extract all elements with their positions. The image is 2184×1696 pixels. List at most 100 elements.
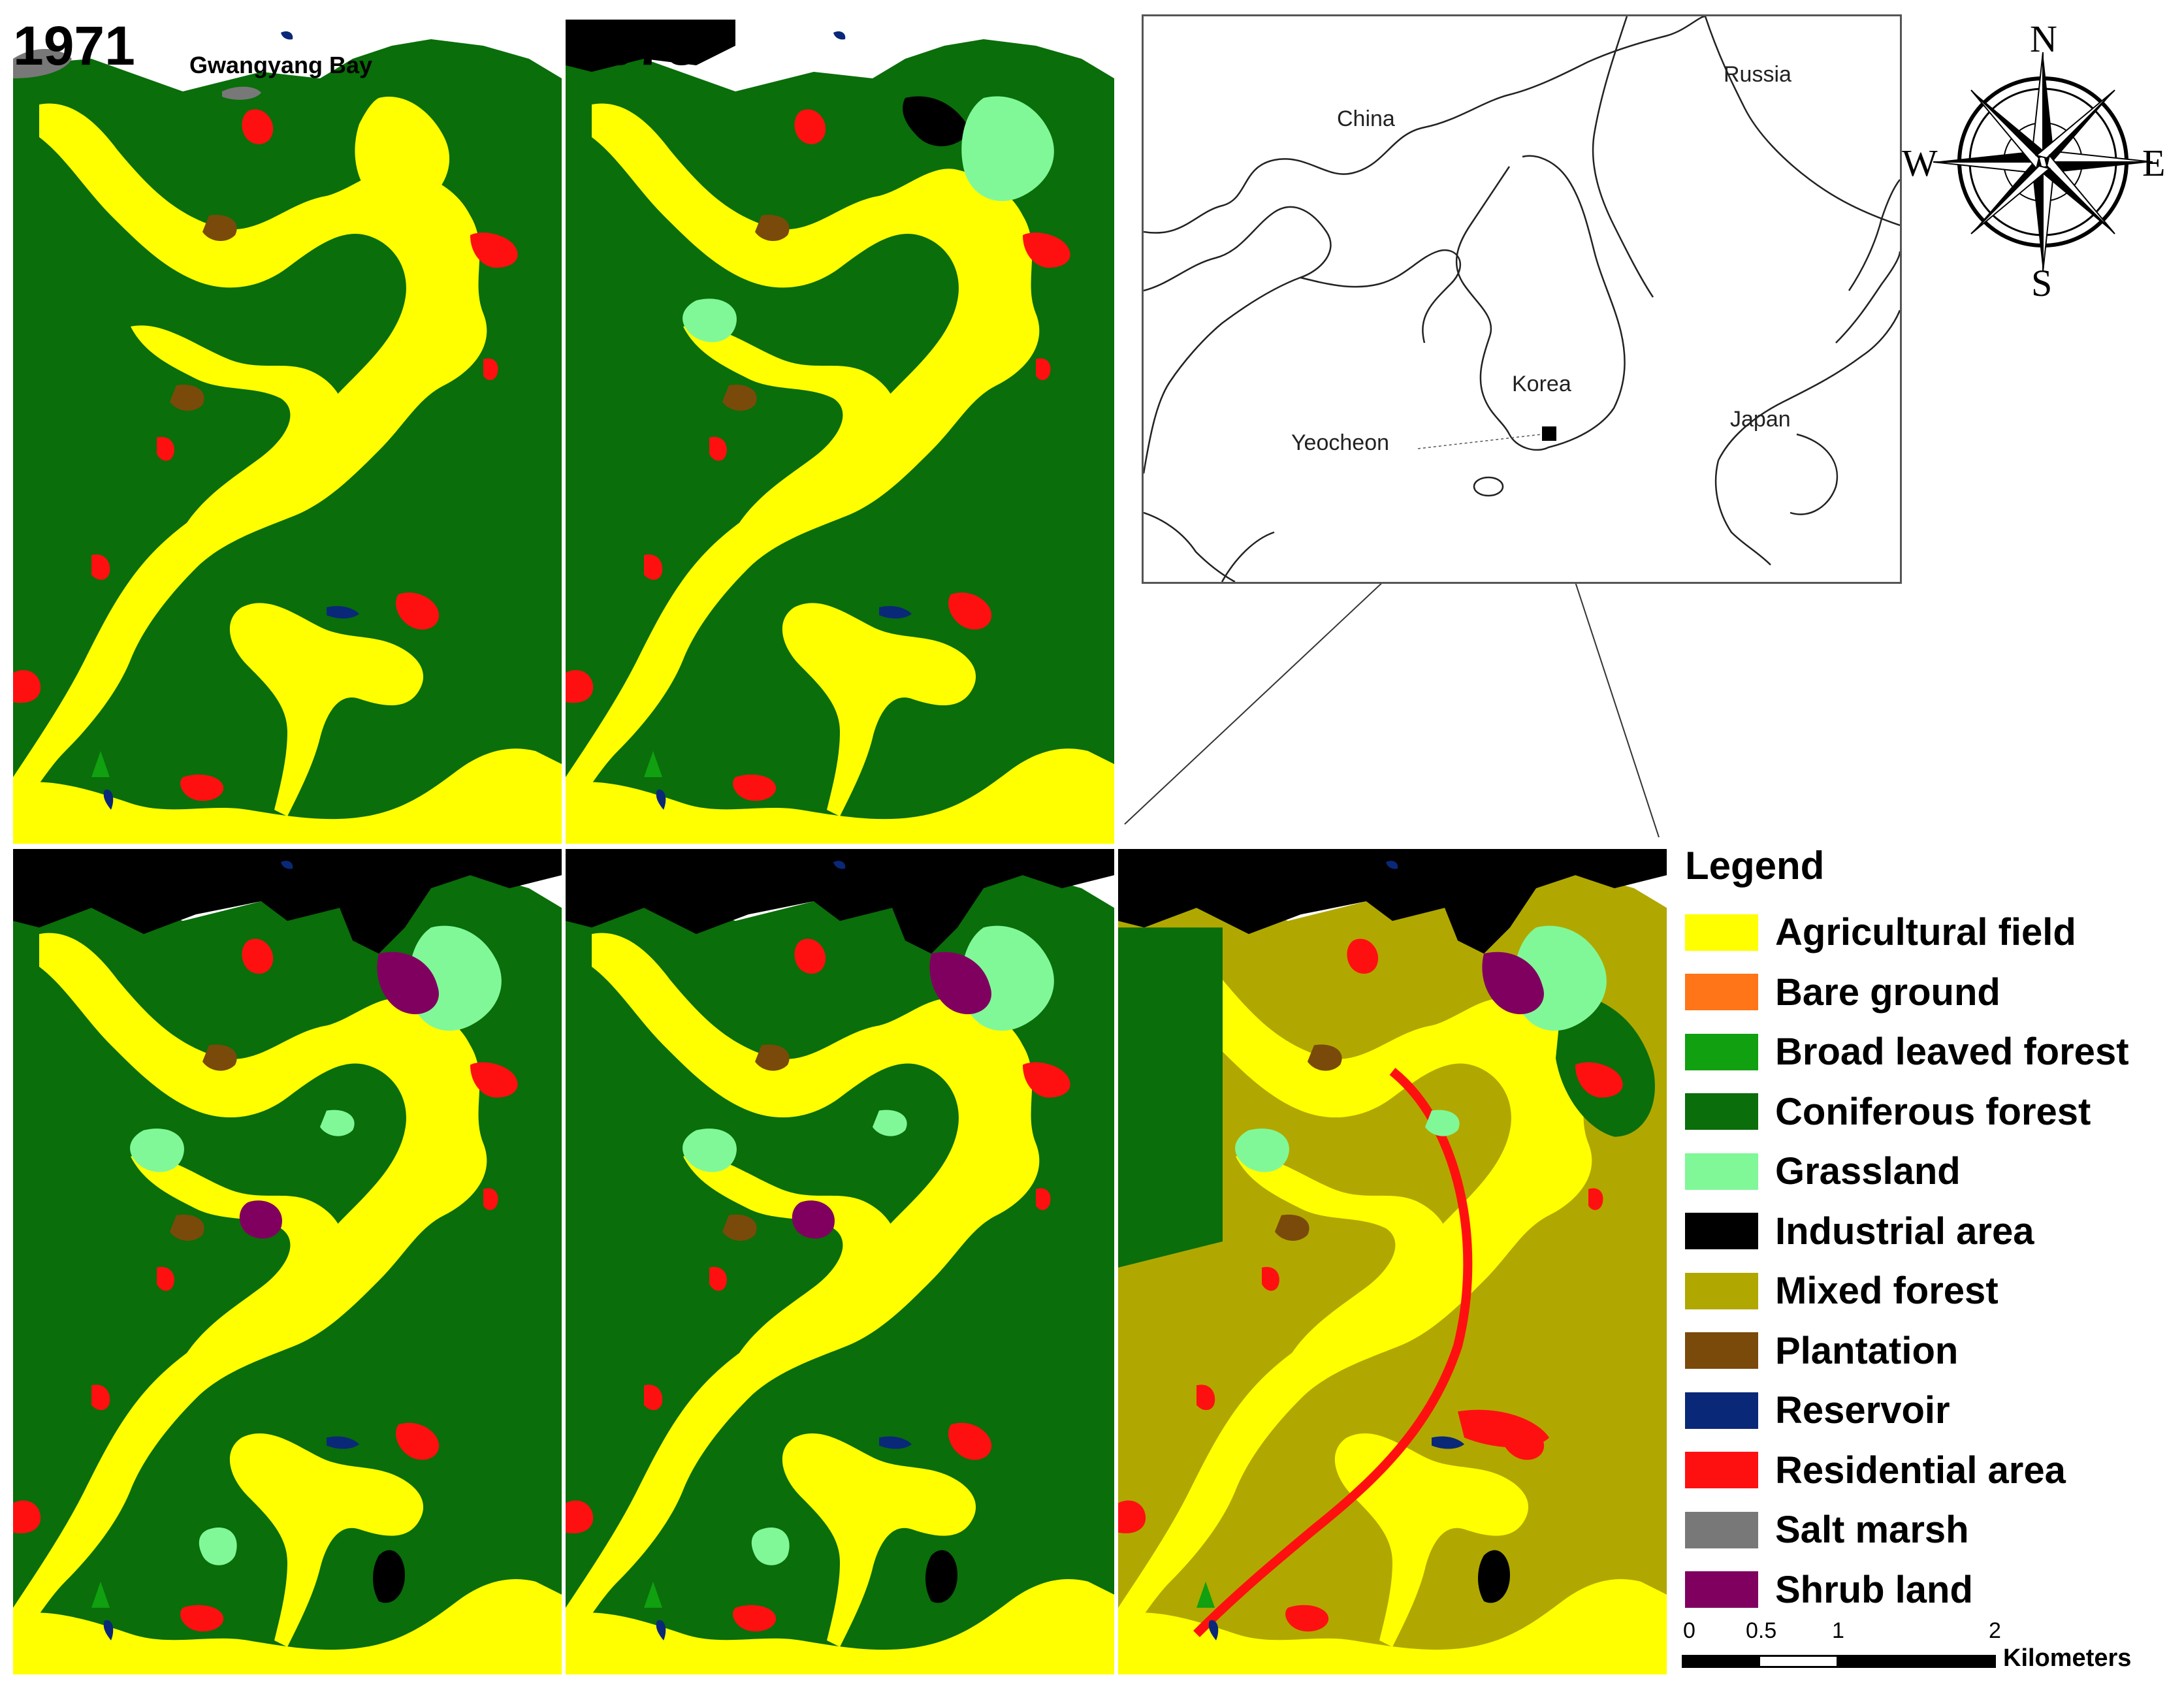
legend-item: Broad leaved forest	[1678, 1022, 2175, 1082]
landcover-map-2001	[566, 849, 1114, 1674]
map-legend: Legend Agricultural field Bare ground Broa…	[1678, 842, 2175, 1620]
legend-swatch	[1685, 1272, 1758, 1309]
scale-tick-1: 1	[1832, 1618, 1844, 1643]
legend-item: Mixed forest	[1678, 1261, 2175, 1321]
reservoir-patch	[103, 790, 114, 810]
broad-leaved-forest-patch	[644, 751, 662, 777]
shrub-land-patch	[792, 1200, 835, 1239]
plantation-patch	[202, 215, 237, 242]
grassland-patch	[130, 1128, 184, 1172]
industrial-area-southeast	[373, 1550, 405, 1603]
residential-area-patch	[733, 1605, 777, 1632]
compass-east: E	[2142, 142, 2166, 184]
legend-item: Salt marsh	[1678, 1500, 2175, 1560]
residential-area-patch	[794, 109, 826, 144]
agricultural-field-corridor	[13, 103, 487, 817]
agricultural-field-patch	[229, 1433, 424, 1647]
broad-leaved-forest-patch	[91, 751, 110, 777]
agricultural-field-south	[1118, 1579, 1667, 1674]
map-panel-1971	[13, 20, 562, 844]
map-panel-2001	[566, 849, 1114, 1674]
compass-rose: N S W E	[1894, 13, 2181, 304]
agricultural-field-patch	[683, 325, 897, 542]
residential-area-patch	[157, 1267, 174, 1291]
legend-label: Grassland	[1775, 1150, 1961, 1193]
industrial-area	[566, 849, 1114, 954]
plantation-patch	[202, 1044, 237, 1071]
agricultural-field-south	[13, 1579, 562, 1674]
residential-area-patch	[180, 1605, 224, 1632]
residential-area-patch	[566, 670, 594, 703]
coniferous-forest-east	[1556, 993, 1655, 1137]
inset-coastlines	[1144, 16, 1900, 582]
residential-area-patch	[1347, 938, 1379, 974]
agricultural-field-patch	[683, 1155, 897, 1373]
legend-label: Plantation	[1775, 1329, 1959, 1372]
residential-area-patch	[709, 437, 727, 461]
reservoir-patch	[656, 1620, 666, 1640]
grassland-patch	[1235, 1128, 1289, 1172]
study-area-marker	[1542, 426, 1556, 441]
reservoir-patch	[833, 31, 846, 40]
industrial-area	[13, 849, 562, 954]
scale-segment-3	[1837, 1655, 1996, 1668]
reservoir-patch	[281, 31, 293, 40]
agricultural-field-patch	[131, 1155, 345, 1373]
legend-item: Reservoir	[1678, 1381, 2175, 1441]
shrub-land-patch	[239, 1200, 282, 1239]
plantation-patch	[722, 385, 757, 411]
grassland-patch	[1425, 1110, 1460, 1136]
grassland-patch	[682, 1128, 737, 1172]
agricultural-field-corridor	[566, 933, 1040, 1647]
residential-area-patch	[470, 232, 518, 268]
residential-area-patch	[566, 1500, 594, 1533]
scale-unit-label: Kilometers	[2003, 1644, 2132, 1672]
grassland-patch	[961, 96, 1054, 201]
legend-swatch	[1685, 1392, 1758, 1429]
residential-area-patch	[1501, 1422, 1545, 1460]
agricultural-field-patch	[1334, 1433, 1529, 1647]
legend-swatch	[1685, 1511, 1758, 1548]
legend-item: Agricultural field	[1678, 903, 2175, 963]
residential-area-patch	[644, 554, 663, 580]
reservoir-patch	[879, 1436, 912, 1449]
agricultural-field-patch	[229, 603, 424, 816]
plantation-patch	[722, 1214, 757, 1241]
plantation-patch	[755, 1044, 790, 1071]
scale-tick-0-5: 0.5	[1746, 1618, 1777, 1643]
residential-area-patch	[483, 1188, 498, 1210]
reservoir-patch	[327, 606, 359, 619]
shrub-land-patch	[377, 952, 439, 1015]
map-panel-2018	[1118, 849, 1667, 1674]
legend-label: Reservoir	[1775, 1389, 1950, 1432]
landcover-map-1991	[13, 849, 562, 1674]
residential-area-patch	[242, 109, 274, 144]
compass-north: N	[2030, 18, 2057, 60]
residential-area-patch	[948, 1422, 992, 1460]
agricultural-field-south	[566, 748, 1114, 844]
agricultural-field-patch	[355, 97, 450, 210]
legend-swatch	[1685, 974, 1758, 1011]
reservoir-patch	[656, 790, 666, 810]
residential-area-patch	[1285, 1605, 1329, 1632]
residential-area-patch	[91, 1384, 110, 1411]
inset-label-korea: Korea	[1512, 372, 1571, 396]
industrial-area	[566, 20, 971, 146]
legend-label: Industrial area	[1775, 1209, 2034, 1253]
residential-area-patch	[1023, 232, 1070, 268]
plantation-patch	[1275, 1214, 1309, 1241]
reservoir-patch	[1386, 861, 1398, 869]
compass-south: S	[2031, 262, 2053, 304]
residential-area-patch	[733, 774, 777, 801]
residential-area-patch	[396, 592, 440, 630]
inset-label-japan: Japan	[1730, 407, 1791, 432]
legend-list: Agricultural field Bare ground Broad leave…	[1678, 903, 2175, 1620]
legend-swatch	[1685, 1452, 1758, 1489]
legend-item: Residential area	[1678, 1441, 2175, 1501]
agricultural-field-south	[566, 1579, 1114, 1674]
agricultural-field-patch	[1236, 1155, 1450, 1373]
residential-area-patch	[1036, 358, 1051, 380]
landcover-map-1978	[566, 20, 1114, 844]
shrub-land-patch	[929, 952, 991, 1015]
plantation-patch	[755, 215, 790, 242]
